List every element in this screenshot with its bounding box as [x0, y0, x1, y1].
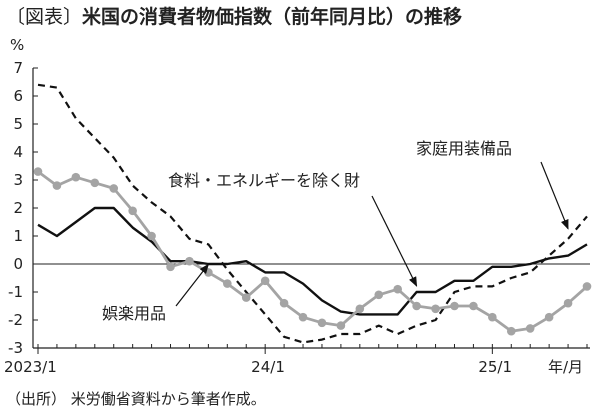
y-tick-label: -2 — [8, 311, 23, 329]
data-point — [109, 184, 119, 193]
annotation-arrow — [371, 195, 418, 287]
annotation-arrow — [175, 263, 209, 307]
source-note: （出所） 米労働省資料から筆者作成。 — [6, 390, 266, 408]
data-point — [450, 301, 459, 311]
y-tick-label: 2 — [13, 199, 23, 217]
data-point — [355, 304, 365, 314]
annotation-label: 娯楽用品 — [102, 304, 166, 323]
figure-label: 〔図表〕 — [6, 6, 83, 28]
data-point — [336, 321, 346, 330]
y-tick-label: 3 — [13, 171, 23, 189]
data-point — [279, 298, 289, 308]
data-point — [298, 312, 308, 322]
series-layer — [33, 83, 592, 344]
data-point — [374, 290, 384, 300]
data-point — [33, 167, 43, 176]
data-point — [166, 262, 175, 272]
annotation-arrow — [540, 161, 569, 230]
data-point — [223, 279, 232, 288]
y-axis-unit: % — [10, 36, 24, 54]
x-tick-label: 25/1 — [478, 358, 512, 376]
data-point — [525, 324, 535, 333]
data-point — [90, 178, 100, 188]
series-line-0 — [37, 206, 588, 316]
data-point — [185, 256, 194, 266]
y-tick-label: -3 — [8, 339, 23, 357]
data-point — [241, 293, 251, 302]
y-tick-label: 6 — [13, 87, 23, 105]
annotation-label: 家庭用装備品 — [416, 139, 512, 158]
x-axis-label: 年/月 — [548, 358, 583, 376]
annotation-label: 食料・エネルギーを除く財 — [168, 171, 360, 190]
y-tick-label: 4 — [13, 143, 23, 161]
data-point — [71, 172, 81, 182]
data-point — [317, 318, 327, 328]
y-tick-label: 7 — [13, 59, 23, 77]
x-tick-label: 24/1 — [251, 358, 285, 376]
y-tick-label: -1 — [8, 283, 23, 301]
chart-title-text: 米国の消費者物価指数（前年同月比）の推移 — [82, 6, 463, 28]
data-point — [412, 301, 421, 311]
data-point — [128, 206, 137, 216]
data-point — [431, 304, 440, 314]
data-point — [469, 301, 478, 311]
data-point — [488, 312, 497, 322]
data-point — [52, 181, 62, 190]
chart-title: 〔図表〕米国の消費者物価指数（前年同月比）の推移 — [6, 2, 462, 29]
data-point — [544, 312, 554, 322]
data-point — [260, 276, 270, 286]
y-tick-label: 0 — [13, 255, 23, 273]
data-point — [582, 282, 592, 291]
axes: % -3 -2 -1 0 1 2 3 4 5 6 7 2023/1 24/1 25/1 年/月 — [4, 36, 590, 376]
x-tick-label: 2023/1 — [4, 358, 57, 376]
data-point — [204, 268, 213, 277]
data-point — [563, 298, 573, 308]
data-point — [147, 231, 156, 241]
series-line-1 — [37, 83, 588, 344]
data-point — [506, 326, 516, 336]
data-point — [393, 284, 402, 294]
y-tick-label: 1 — [13, 227, 23, 245]
y-tick-label: 5 — [13, 115, 23, 133]
